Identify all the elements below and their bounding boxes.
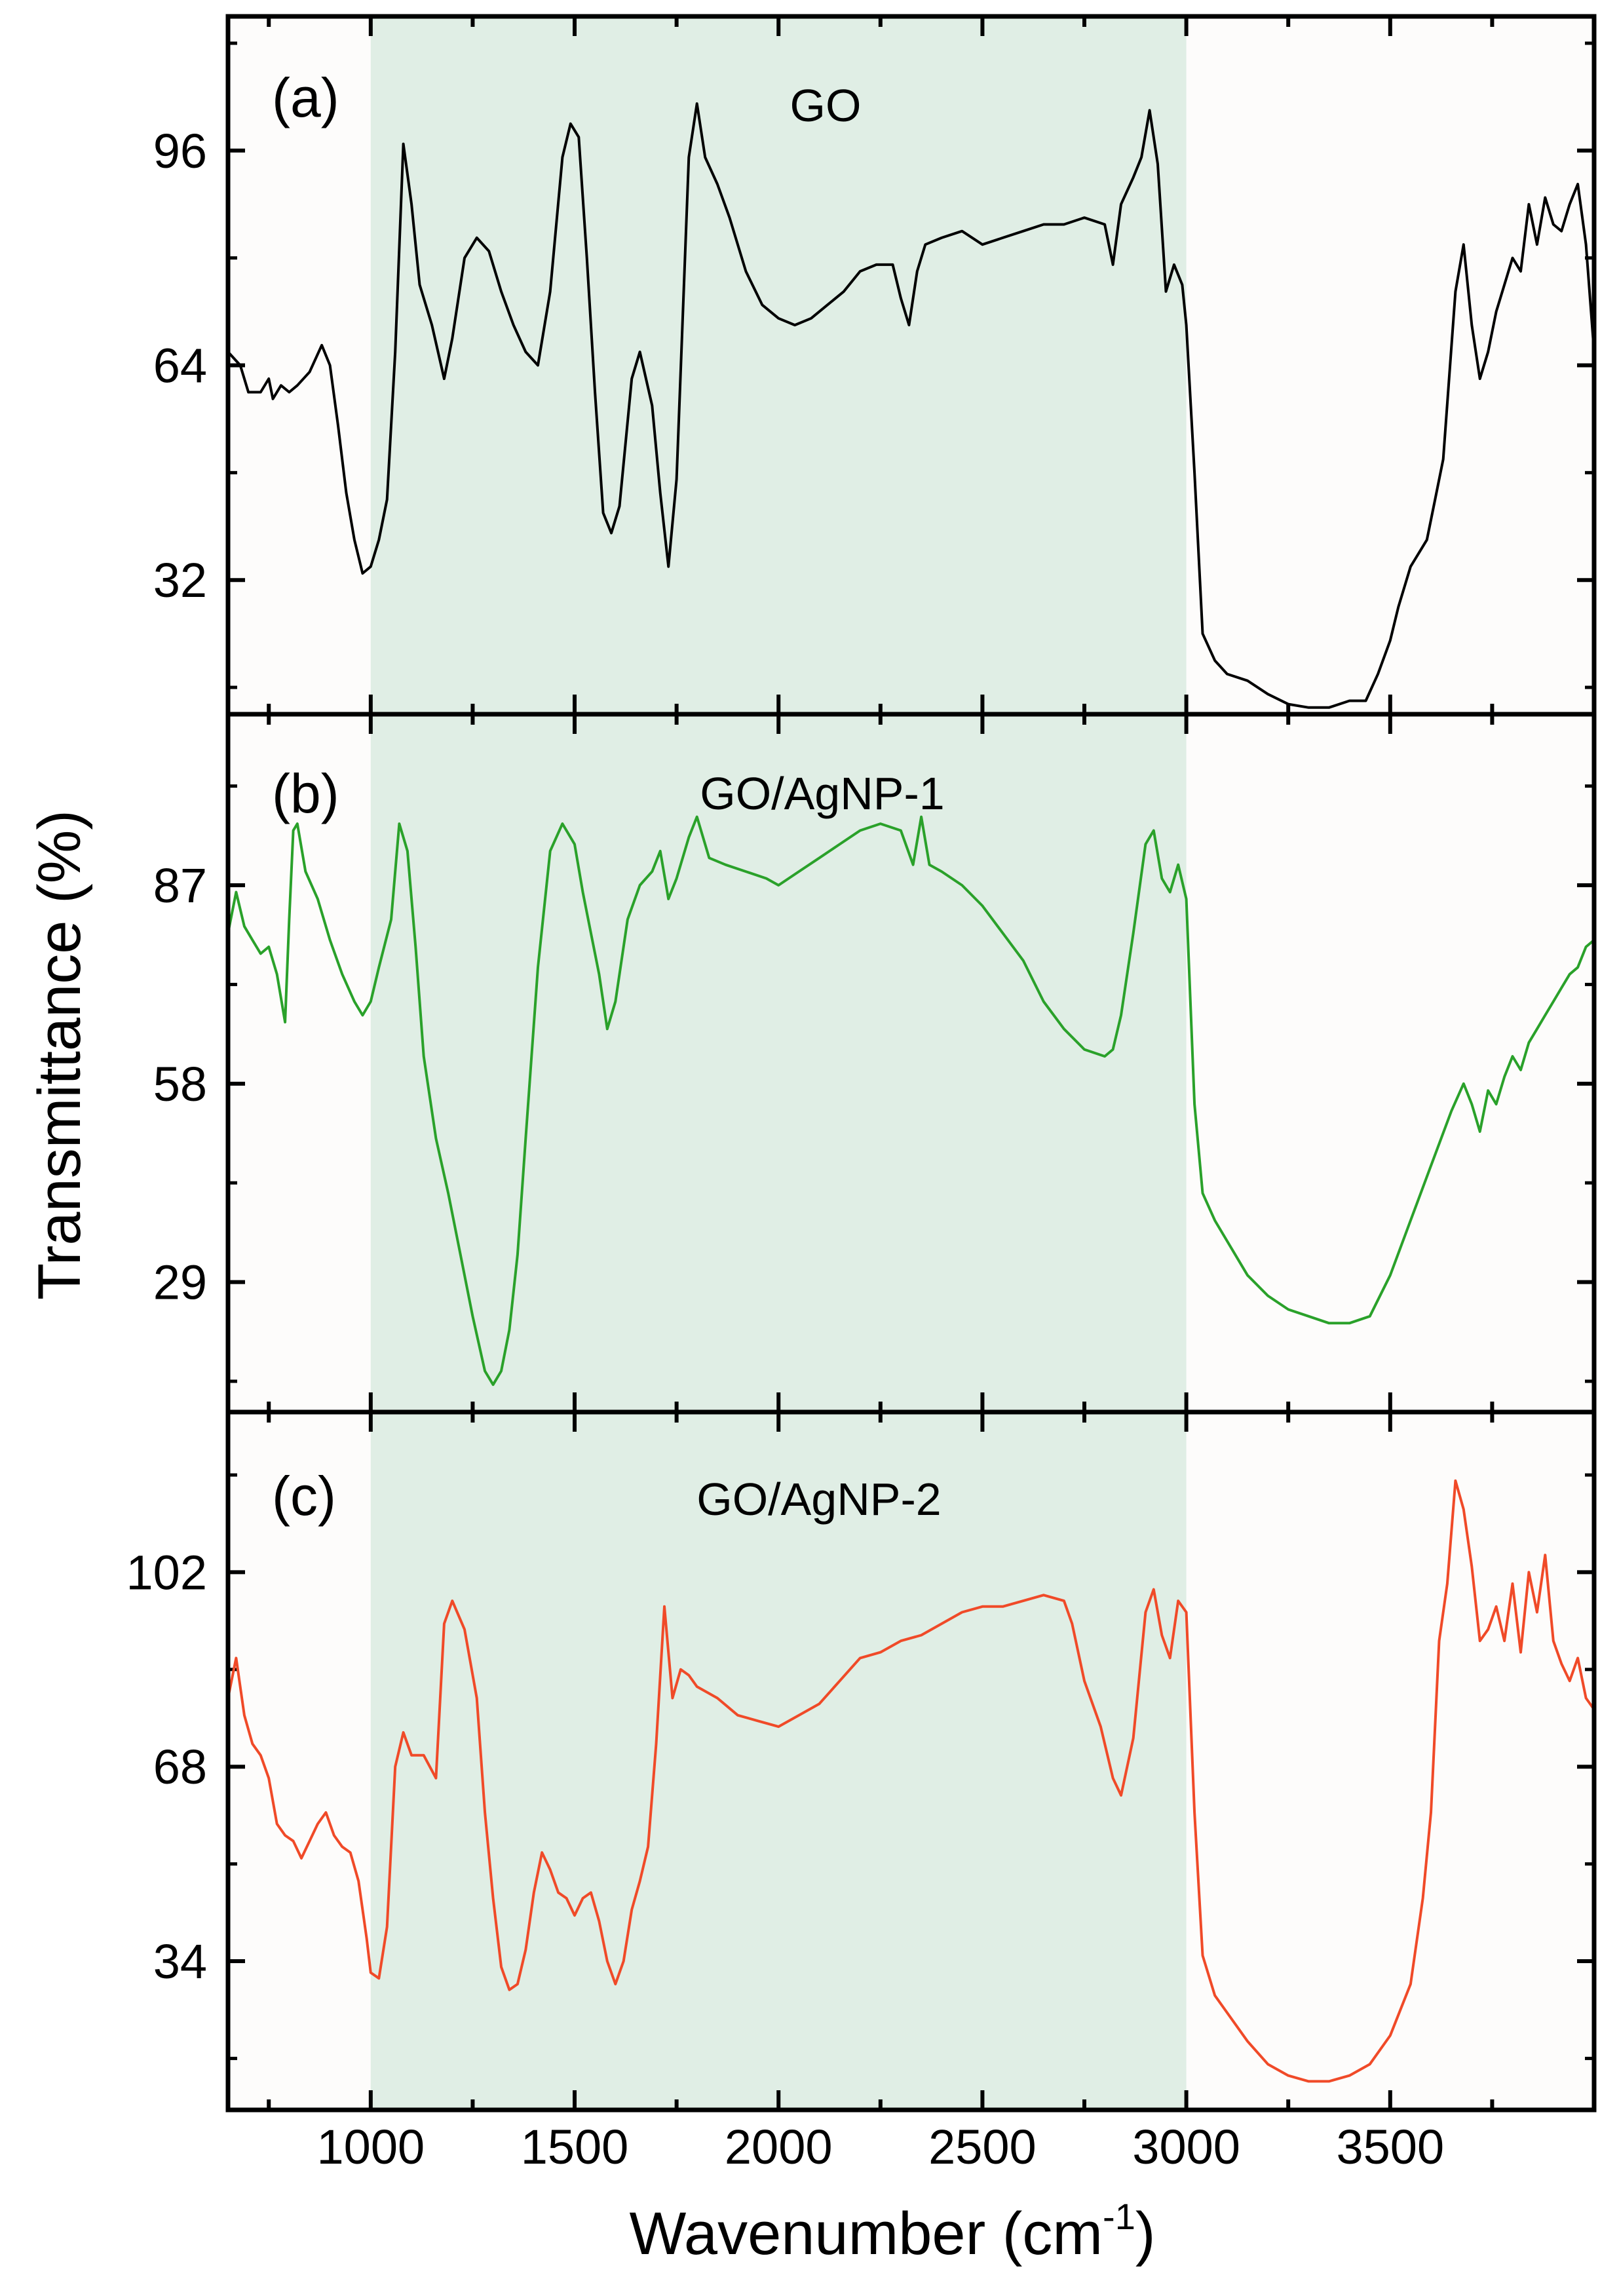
panel-a-shaded-region [370,16,1187,714]
panel-a-sample-label: GO [790,80,862,131]
x-tick-label: 2000 [725,2120,833,2174]
panel-b-y-ticks: 29 58 87 [153,784,1594,1383]
panel-b-y-tick-label: 29 [153,1255,207,1310]
panel-c: 34 68 102 (c) GO/AgNP-2 [126,1409,1597,2113]
panel-c-y-tick-label: 102 [126,1545,207,1599]
panel-b-shaded-region [370,714,1187,1412]
x-axis-title-superscript: -1 [1103,2196,1135,2237]
panel-a-y-tick-label: 32 [153,553,207,607]
x-tick-label: 1500 [521,2120,629,2174]
x-axis-title: Wavenumber (cm-1) [630,2196,1156,2267]
x-tick-label: 2500 [928,2120,1037,2174]
panel-a-y-ticks: 32 64 96 [153,41,1594,689]
panel-b-sample-label: GO/AgNP-1 [700,768,944,819]
panel-a-letter: (a) [272,67,339,128]
panel-c-sample-label: GO/AgNP-2 [696,1474,941,1525]
panel-a-y-tick-label: 96 [153,124,207,178]
x-axis-title-text: Wavenumber (cm [630,2200,1103,2267]
x-tick-label: 1000 [317,2120,425,2174]
panel-b-series-line [227,815,1595,1387]
panel-c-shaded-region [370,1412,1187,2110]
panel-b-y-tick-label: 58 [153,1057,207,1111]
panel-c-letter: (c) [272,1465,336,1527]
panel-c-series-line [227,1479,1595,2083]
panel-c-y-tick-label: 68 [153,1740,207,1794]
x-tick-label: 3500 [1336,2120,1444,2174]
panel-a-series-line [227,102,1595,709]
x-tick-labels: 1000 1500 2000 2500 3000 3500 [317,2120,1445,2174]
panel-c-y-tick-label: 34 [153,1934,207,1989]
panel-a-y-tick-label: 64 [153,339,207,393]
panel-b-y-tick-label: 87 [153,858,207,913]
x-axis-title-close: ) [1135,2200,1156,2267]
y-axis-title: Transmittance (%) [26,810,93,1300]
panel-b: 29 58 87 (b) GO/AgNP-1 [153,712,1597,1415]
panel-c-frame [225,1409,1597,2113]
x-tick-label: 3000 [1132,2120,1240,2174]
panel-a: 32 64 96 (a) GO [153,14,1597,717]
panel-b-letter: (b) [272,763,339,824]
